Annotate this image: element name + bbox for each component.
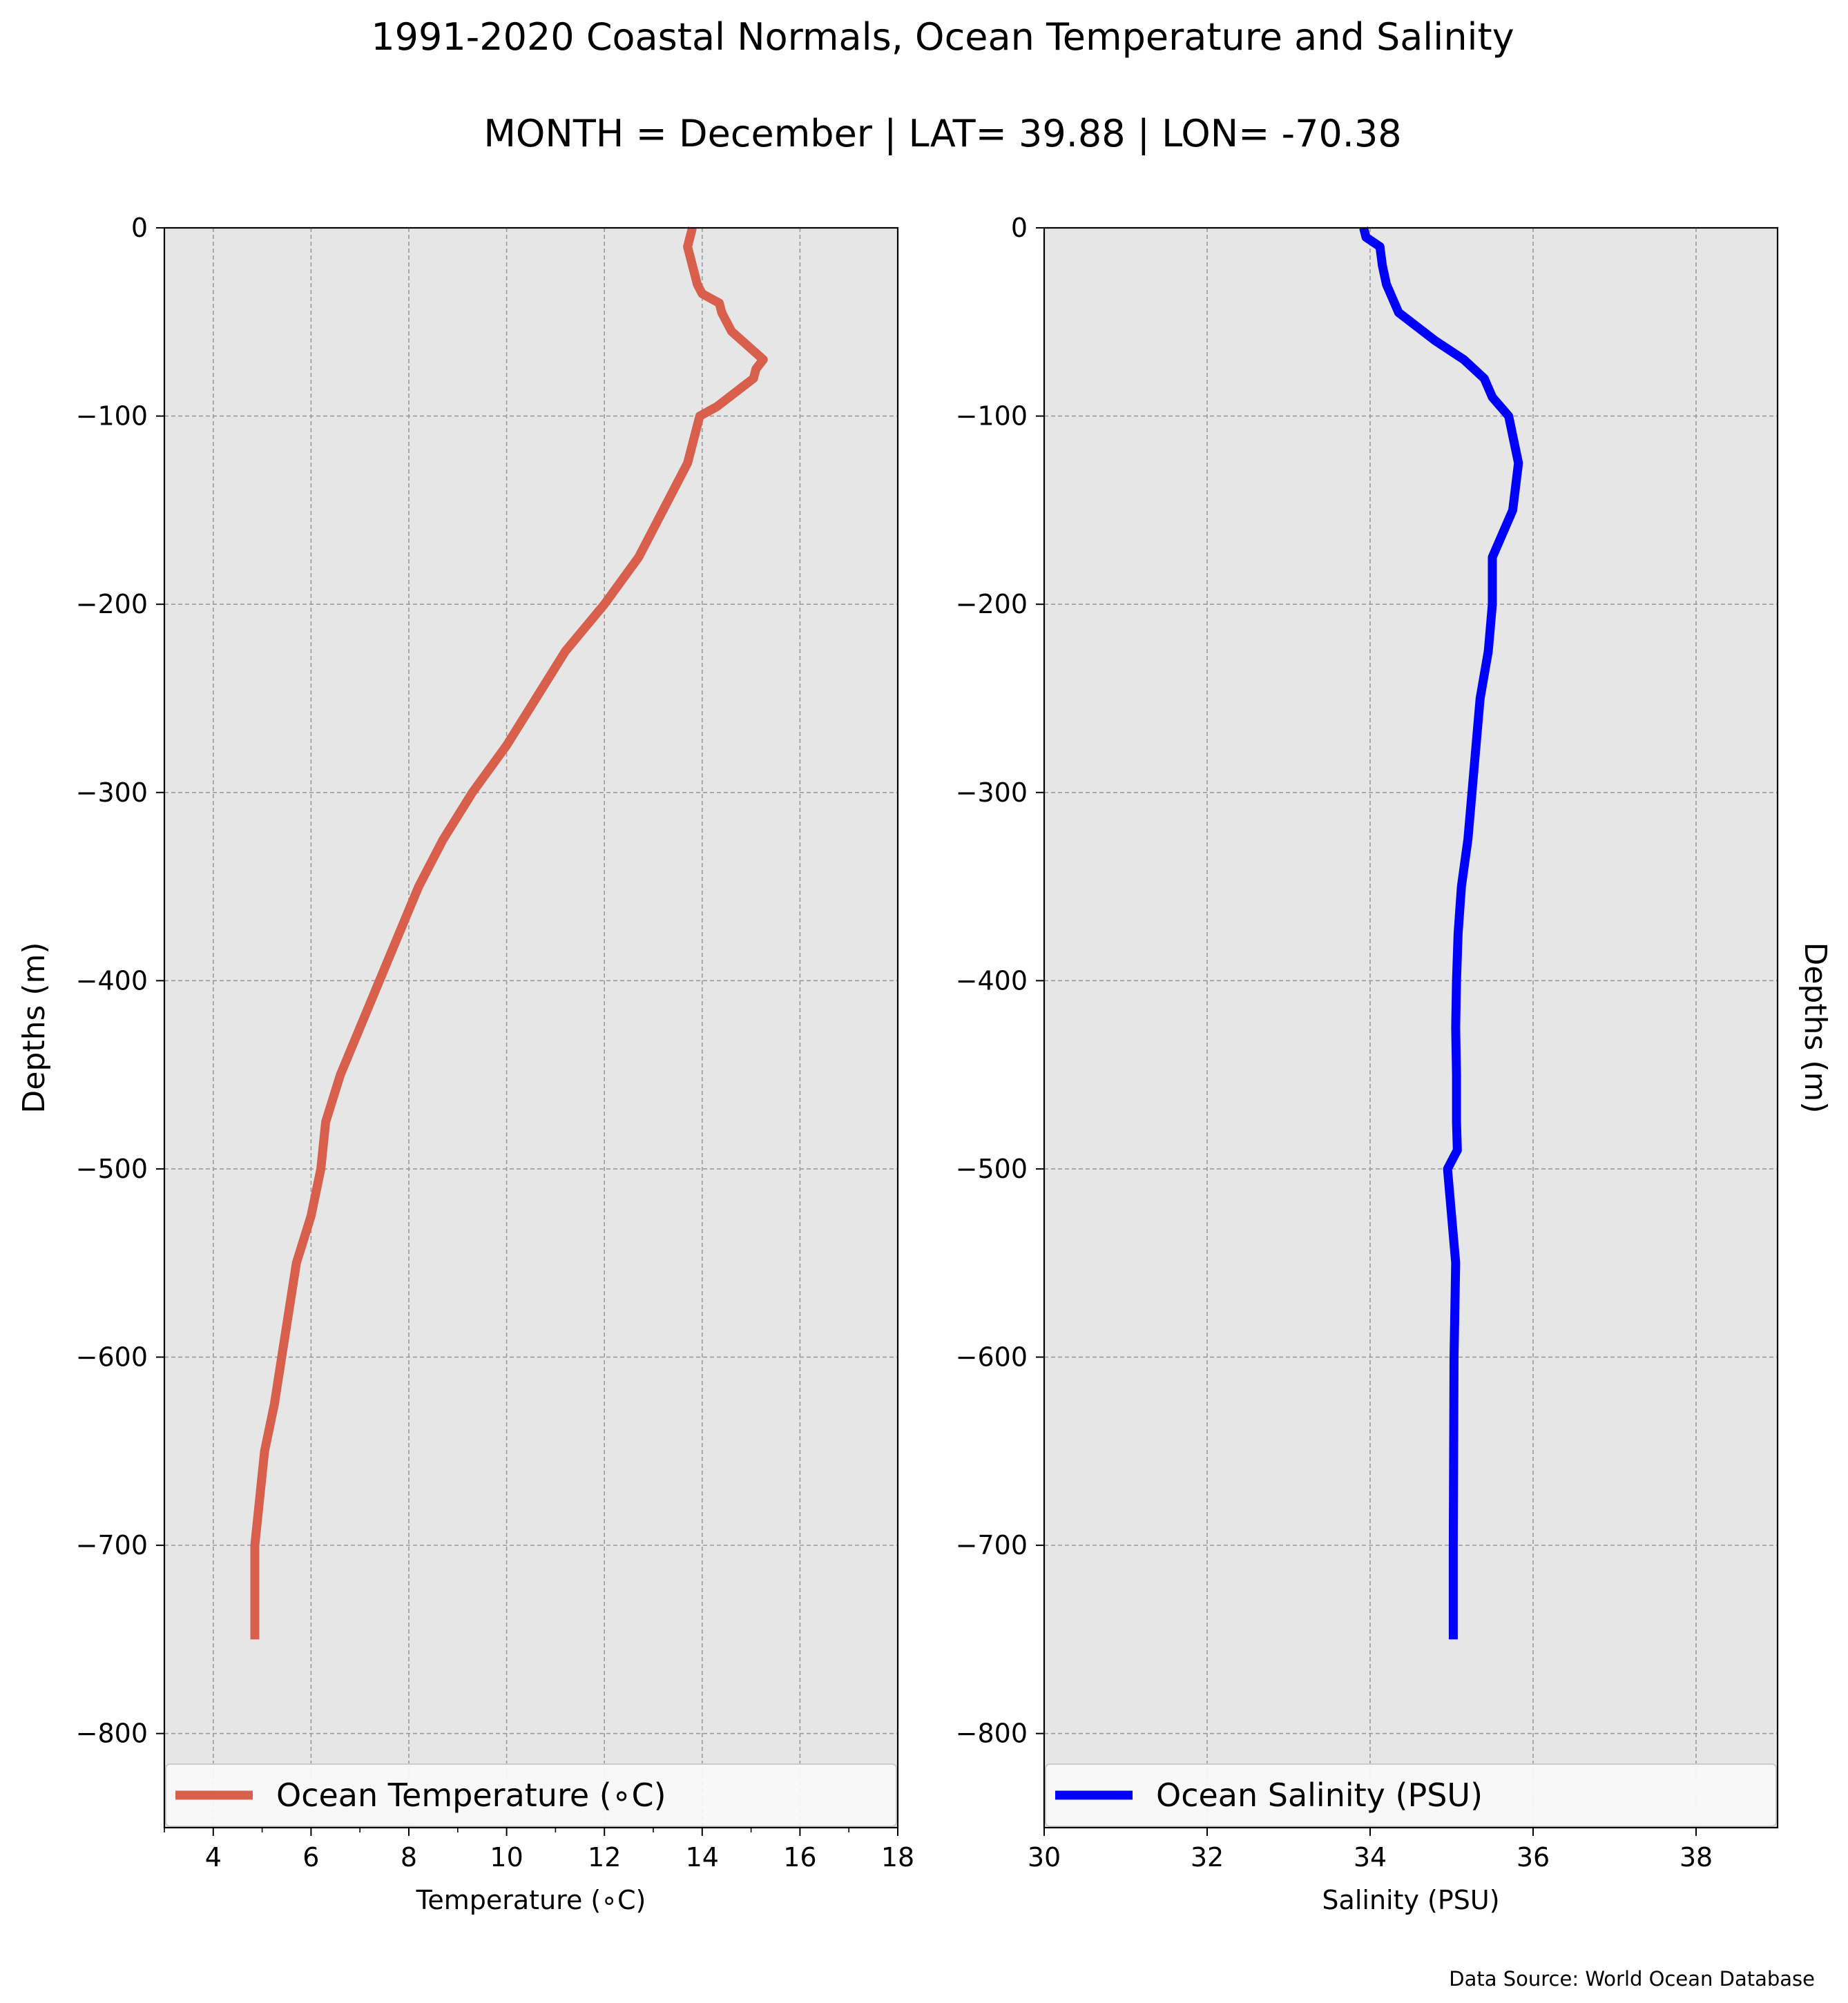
x-tick-label: 18	[881, 1842, 914, 1873]
x-axis-label: Temperature (∘C)	[416, 1885, 646, 1915]
data-source-note: Data Source: World Ocean Database	[1449, 1967, 1815, 1991]
y-tick-label: −300	[76, 777, 148, 808]
x-tick-label: 16	[783, 1842, 816, 1873]
y-tick-label: −200	[76, 589, 148, 619]
y-axis-label: Depths (m)	[17, 942, 52, 1113]
temperature-panel: Ocean Temperature (∘C) 4 6 8 10 12 14 16 18 0 −100…	[17, 213, 914, 1915]
y-tick-label: 0	[1011, 213, 1028, 243]
x-tick-label: 6	[302, 1842, 319, 1873]
x-tick-label: 30	[1028, 1842, 1061, 1873]
x-axis-label: Salinity (PSU)	[1322, 1885, 1499, 1915]
series-line	[250, 226, 768, 1640]
y-tick-label: −800	[956, 1719, 1028, 1749]
figure-subtitle: MONTH = December | LAT= 39.88 | LON= -70…	[483, 112, 1401, 155]
legend-box	[165, 1763, 897, 1827]
y-tick-label: 0	[131, 213, 148, 243]
legend-label: Ocean Temperature (∘C)	[276, 1777, 666, 1814]
y-tick-label: −100	[956, 401, 1028, 432]
y-tick-label: −100	[76, 401, 148, 432]
axes-frame	[1043, 226, 1779, 1829]
y-tick-label: −400	[76, 965, 148, 996]
y-tick-label: −800	[76, 1719, 148, 1749]
legend-box	[1045, 1763, 1777, 1827]
x-tick-label: 10	[490, 1842, 523, 1873]
y-tick-label: −500	[956, 1154, 1028, 1184]
y-tick-label: −200	[956, 589, 1028, 619]
y-tick-label: −600	[76, 1342, 148, 1373]
legend-label: Ocean Salinity (PSU)	[1156, 1777, 1483, 1814]
x-tick-label: 4	[205, 1842, 222, 1873]
y-tick-label: −400	[956, 965, 1028, 996]
x-tick-label: 38	[1679, 1842, 1713, 1873]
x-tick-label: 8	[401, 1842, 417, 1873]
y-tick-label: −700	[956, 1530, 1028, 1560]
y-axis-label: Depths (m)	[1798, 942, 1833, 1113]
axes-frame	[163, 226, 899, 1829]
x-tick-label: 12	[588, 1842, 621, 1873]
plot-background	[164, 228, 898, 1828]
salinity-panel: Ocean Salinity (PSU) 30 32 34 36 38 0 −100 −200 −…	[956, 213, 1833, 1915]
series-line	[1359, 226, 1523, 1640]
figure-title: 1991-2020 Coastal Normals, Ocean Tempera…	[371, 15, 1514, 59]
y-tick-label: −600	[956, 1342, 1028, 1373]
x-tick-label: 36	[1517, 1842, 1550, 1873]
plot-background	[1044, 228, 1778, 1828]
y-tick-label: −700	[76, 1530, 148, 1560]
y-tick-label: −500	[76, 1154, 148, 1184]
x-tick-label: 32	[1191, 1842, 1224, 1873]
y-tick-label: −300	[956, 777, 1028, 808]
x-tick-label: 34	[1354, 1842, 1387, 1873]
x-tick-label: 14	[686, 1842, 719, 1873]
